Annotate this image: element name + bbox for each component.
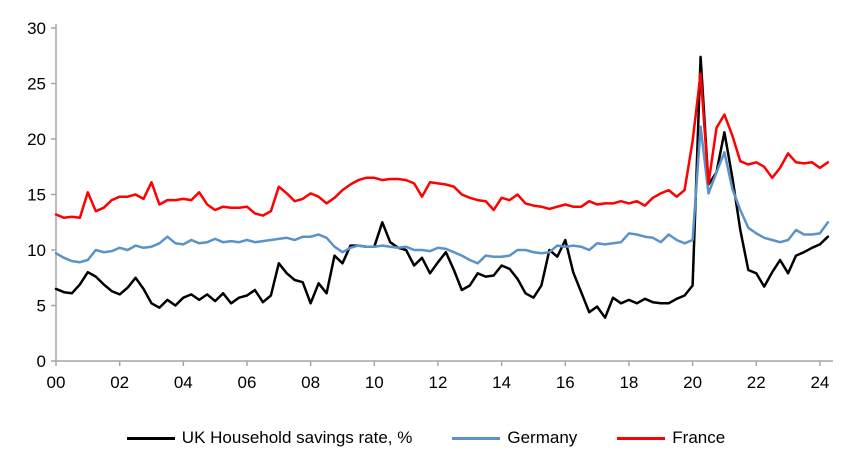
y-tick-label: 20 (27, 130, 46, 149)
x-tick-label: 24 (810, 373, 829, 392)
x-tick-label: 02 (110, 373, 129, 392)
y-tick-label: 10 (27, 241, 46, 260)
legend-label-france: France (672, 428, 726, 447)
x-tick-label: 00 (47, 373, 66, 392)
x-tick-label: 06 (238, 373, 257, 392)
legend-label-germany: Germany (507, 428, 578, 447)
series-line-germany (54, 125, 830, 265)
x-tick-label: 22 (747, 373, 766, 392)
series-line-france (54, 72, 830, 220)
x-tick-label: 18 (619, 373, 638, 392)
legend-item-uk: UK Household savings rate, % (126, 428, 413, 448)
x-tick-label: 20 (683, 373, 702, 392)
plot-area: 0 5 10 15 20 25 30 00 02 04 06 08 10 12 14 16 18 20 22 24 (27, 19, 833, 392)
legend-swatch-uk (126, 436, 175, 440)
legend-swatch-france (617, 436, 666, 440)
x-tick-label: 10 (365, 373, 384, 392)
x-tick-label: 14 (492, 373, 511, 392)
y-tick-label: 0 (37, 352, 46, 371)
y-tick-label: 30 (27, 19, 46, 38)
y-tick-label: 15 (27, 186, 46, 205)
x-tick-label: 04 (174, 373, 193, 392)
legend-item-france: France (617, 428, 725, 448)
x-tick-label: 16 (556, 373, 575, 392)
x-tick-label: 12 (428, 373, 447, 392)
legend-item-germany: Germany (452, 428, 577, 448)
y-tick-label: 5 (37, 297, 46, 316)
legend-label-uk: UK Household savings rate, % (181, 428, 413, 447)
y-tick-label: 25 (27, 75, 46, 94)
chart-legend: UK Household savings rate, % Germany Fra… (0, 428, 852, 448)
legend-swatch-germany (452, 436, 501, 440)
x-tick-label: 08 (301, 373, 320, 392)
